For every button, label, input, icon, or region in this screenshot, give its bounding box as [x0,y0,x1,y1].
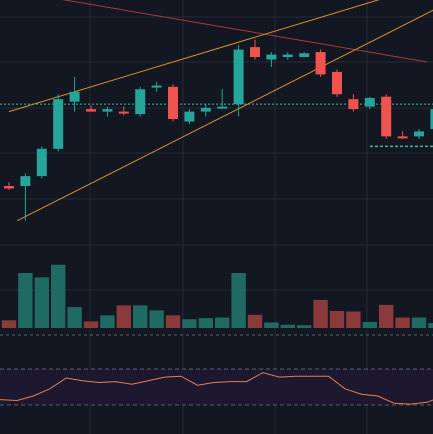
candle-body[interactable] [397,136,408,139]
candle[interactable] [36,146,47,179]
rsi-line [0,372,433,405]
rsi-band [0,369,433,405]
volume-pane [1,264,433,328]
volume-bar [297,325,312,328]
volume-bar [182,319,197,328]
candle[interactable] [151,81,162,92]
candle-body[interactable] [168,86,178,120]
candle[interactable] [364,96,375,110]
candle-body[interactable] [381,96,392,137]
candle-body[interactable] [348,99,359,110]
candle[interactable] [332,69,342,97]
candle[interactable] [86,105,96,112]
trendline-orange[interactable] [16,5,433,222]
volume-bar [1,320,17,328]
volume-bar [313,299,328,328]
candle[interactable] [266,52,277,67]
candle-body[interactable] [200,107,211,112]
volume-bar [100,315,115,328]
candle-body[interactable] [430,109,433,129]
price-pane[interactable] [4,39,433,221]
volume-bar [247,314,263,328]
volume-bar [379,304,394,328]
candle-body[interactable] [299,53,310,58]
volume-bar [51,264,66,328]
candle-body[interactable] [266,54,277,60]
volume-bar [280,324,295,328]
candle-body[interactable] [233,49,244,105]
volume-bar [215,317,230,328]
candle[interactable] [4,182,14,190]
candle[interactable] [184,109,195,124]
candle-body[interactable] [135,89,146,115]
candle-body[interactable] [217,106,228,109]
candle[interactable] [282,52,293,60]
candle[interactable] [135,86,146,117]
candle[interactable] [397,131,408,139]
volume-bar [165,315,181,328]
volume-bar [149,310,164,328]
candle-body[interactable] [184,111,195,122]
candle-body[interactable] [118,111,129,114]
volume-bar [198,318,213,328]
volume-bar [133,305,148,328]
candle[interactable] [315,49,326,77]
candle[interactable] [102,106,113,117]
candle-body[interactable] [53,99,64,149]
volume-bar [362,321,377,328]
candle-body[interactable] [4,186,14,189]
candle-body[interactable] [332,71,342,95]
volume-bar [116,305,131,328]
candle[interactable] [53,94,64,152]
candle[interactable] [69,76,80,112]
candle[interactable] [200,104,211,117]
candle[interactable] [20,173,31,221]
volume-bar [231,273,246,328]
candle-body[interactable] [315,52,326,75]
candle-body[interactable] [414,131,424,137]
candle-body[interactable] [250,47,260,58]
candle-body[interactable] [102,109,113,112]
trendlines[interactable] [0,0,433,222]
volume-bar [18,273,33,328]
volume-bar [395,317,410,328]
candle-body[interactable] [20,176,31,186]
volume-bar [428,323,433,328]
candle-body[interactable] [86,109,96,112]
candle[interactable] [348,94,359,112]
candle[interactable] [381,94,392,139]
candle[interactable] [299,52,310,58]
volume-bar [264,322,279,328]
candle[interactable] [217,89,228,110]
candle[interactable] [414,128,424,139]
trendline-orange[interactable] [8,0,433,113]
candle-body[interactable] [151,85,162,88]
candle-body[interactable] [36,148,47,177]
candle-body[interactable] [282,54,293,58]
candle-body[interactable] [69,91,80,102]
candle[interactable] [233,44,244,117]
volume-bar [67,307,82,328]
rsi-pane [0,334,433,406]
candle-body[interactable] [364,97,375,107]
price-reference-lines [0,103,433,148]
candle[interactable] [430,104,433,131]
volume-bar [411,317,427,328]
candle[interactable] [250,39,260,60]
candle[interactable] [168,84,178,122]
volume-bar [346,311,361,328]
volume-bar [34,277,49,328]
volume-bar [329,310,345,328]
volume-bar [83,321,99,328]
candle[interactable] [118,106,129,116]
